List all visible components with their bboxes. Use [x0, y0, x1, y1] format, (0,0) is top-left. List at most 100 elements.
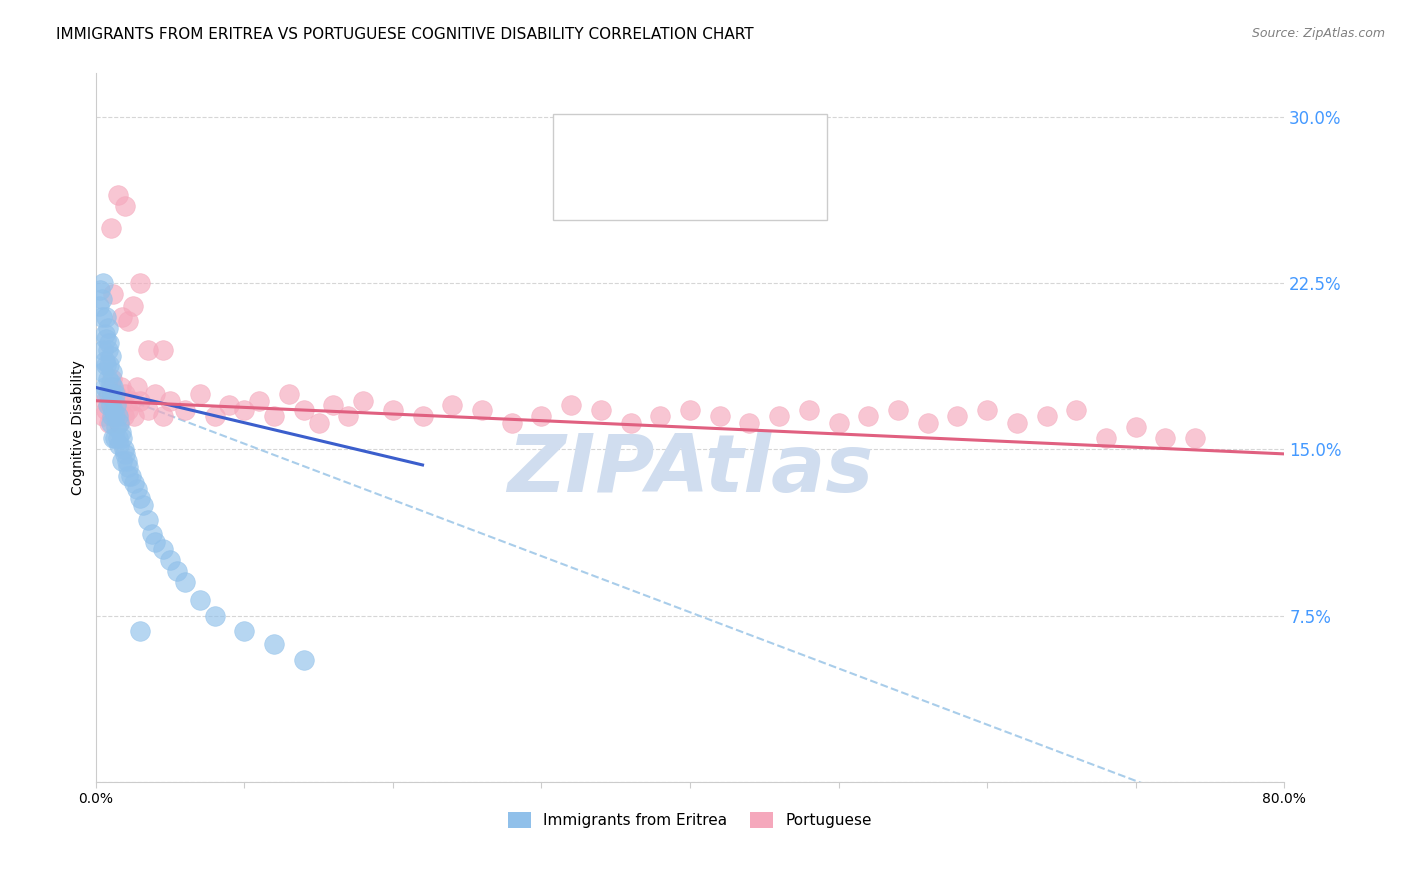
Point — [111, 453, 134, 467]
Point — [93, 393, 115, 408]
Point — [105, 387, 128, 401]
Point — [121, 299, 143, 313]
Point — [263, 409, 285, 424]
Point — [679, 402, 702, 417]
Point — [104, 393, 127, 408]
Point — [120, 393, 142, 408]
Point — [308, 416, 330, 430]
Point — [1095, 431, 1118, 445]
Point — [100, 221, 122, 235]
Point — [322, 398, 344, 412]
Point — [108, 438, 131, 452]
Point — [111, 431, 134, 445]
Point — [94, 359, 117, 373]
Text: IMMIGRANTS FROM ERITREA VS PORTUGUESE COGNITIVE DISABILITY CORRELATION CHART: IMMIGRANTS FROM ERITREA VS PORTUGUESE CO… — [56, 27, 754, 42]
Point — [381, 402, 404, 417]
Point — [127, 483, 149, 497]
Point — [120, 469, 142, 483]
Point — [188, 387, 211, 401]
Point — [132, 498, 155, 512]
Point — [709, 409, 731, 424]
Point — [129, 277, 152, 291]
Point — [589, 402, 612, 417]
Point — [110, 425, 132, 439]
Point — [136, 343, 159, 357]
Point — [91, 343, 114, 357]
Point — [91, 365, 114, 379]
Point — [108, 416, 131, 430]
Point — [858, 409, 880, 424]
Point — [117, 469, 139, 483]
Point — [103, 380, 125, 394]
Point — [292, 653, 315, 667]
Point — [917, 416, 939, 430]
Point — [277, 387, 299, 401]
Point — [263, 637, 285, 651]
Point — [108, 416, 131, 430]
Point — [105, 398, 128, 412]
Point — [976, 402, 998, 417]
Point — [337, 409, 360, 424]
Point — [100, 380, 122, 394]
Point — [650, 409, 672, 424]
Point — [218, 398, 240, 412]
Legend: Immigrants from Eritrea, Portuguese: Immigrants from Eritrea, Portuguese — [502, 806, 877, 834]
Point — [946, 409, 969, 424]
Point — [114, 387, 136, 401]
Point — [96, 343, 118, 357]
Point — [117, 314, 139, 328]
Point — [619, 416, 641, 430]
Point — [124, 475, 146, 490]
Point — [105, 420, 128, 434]
Point — [93, 354, 115, 368]
Point — [96, 387, 118, 401]
Point — [159, 393, 181, 408]
Y-axis label: Cognitive Disability: Cognitive Disability — [72, 359, 86, 495]
Point — [107, 409, 129, 424]
Point — [412, 409, 434, 424]
Point — [738, 416, 761, 430]
Point — [112, 409, 135, 424]
Point — [188, 593, 211, 607]
Point — [292, 402, 315, 417]
Point — [98, 416, 121, 430]
Point — [100, 350, 122, 364]
Point — [1035, 409, 1057, 424]
Point — [90, 292, 112, 306]
Point — [100, 416, 122, 430]
Point — [1125, 420, 1147, 434]
Point — [112, 442, 135, 457]
Point — [1184, 431, 1206, 445]
Point — [1005, 416, 1028, 430]
Point — [117, 460, 139, 475]
Point — [124, 409, 146, 424]
Point — [152, 343, 174, 357]
Point — [101, 387, 124, 401]
Point — [98, 336, 121, 351]
Point — [100, 398, 122, 412]
Point — [471, 402, 494, 417]
Point — [204, 409, 226, 424]
Point — [129, 491, 152, 506]
Point — [1064, 402, 1087, 417]
Point — [143, 535, 166, 549]
Point — [827, 416, 849, 430]
Point — [247, 393, 270, 408]
Point — [152, 542, 174, 557]
Point — [103, 287, 125, 301]
Point — [100, 398, 122, 412]
Point — [173, 402, 195, 417]
Point — [141, 526, 163, 541]
Point — [1154, 431, 1177, 445]
Point — [129, 624, 152, 638]
Point — [173, 575, 195, 590]
Point — [103, 431, 125, 445]
Point — [768, 409, 790, 424]
Point — [530, 409, 553, 424]
Point — [104, 387, 127, 401]
Point — [96, 320, 118, 334]
Point — [100, 376, 122, 390]
Point — [96, 371, 118, 385]
Point — [111, 393, 134, 408]
Point — [90, 310, 112, 324]
